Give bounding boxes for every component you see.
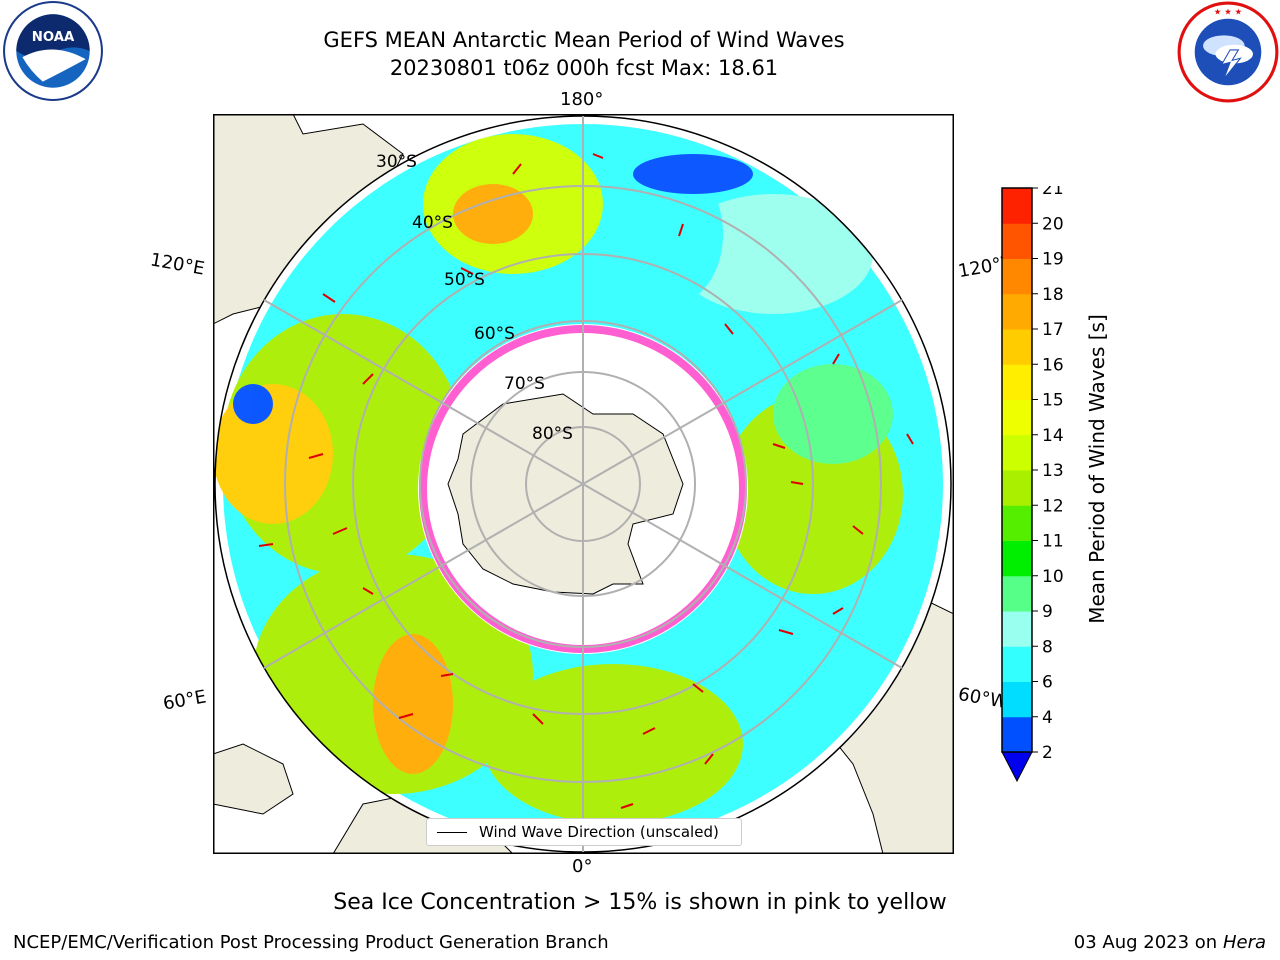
graticule bbox=[214, 115, 952, 853]
lat-label-70s: 70°S bbox=[504, 374, 545, 394]
legend-label: Wind Wave Direction (unscaled) bbox=[479, 823, 719, 841]
colorbar-tick-label: 17 bbox=[1042, 320, 1064, 340]
colorbar-tick-label: 19 bbox=[1042, 250, 1064, 270]
lat-label-50s: 50°S bbox=[444, 270, 485, 290]
colorbar-block bbox=[1002, 188, 1032, 224]
colorbar-tick-label: 16 bbox=[1042, 355, 1064, 375]
colorbar-block bbox=[1002, 540, 1032, 577]
legend-line-swatch bbox=[437, 832, 467, 833]
colorbar-block bbox=[1002, 716, 1032, 753]
map-subtitle: 20230801 t06z 000h fcst Max: 18.61 bbox=[389, 56, 779, 80]
colorbar-tick-label: 18 bbox=[1042, 285, 1064, 305]
colorbar-tick-label: 21 bbox=[1042, 186, 1064, 199]
colorbar-block bbox=[1002, 258, 1032, 295]
colorbar-tick-label: 14 bbox=[1042, 426, 1064, 446]
colorbar-tick-label: 15 bbox=[1042, 391, 1064, 411]
lon-label-top: 180° bbox=[560, 89, 604, 110]
map-title: GEFS MEAN Antarctic Mean Period of Wind … bbox=[323, 28, 845, 52]
footer-credit: NCEP/EMC/Verification Post Processing Pr… bbox=[13, 932, 609, 953]
colorbar-block bbox=[1002, 505, 1032, 541]
colorbar-tick-label: 8 bbox=[1042, 637, 1053, 657]
colorbar-block bbox=[1002, 293, 1032, 330]
colorbar: 2 4 6 8 9 10 11 12 13 14 15 16 17 18 19 20 21 Mean Perio… bbox=[1001, 186, 1109, 783]
noaa-logo: NOAA bbox=[3, 1, 103, 101]
colorbar-tick-label: 13 bbox=[1042, 461, 1064, 481]
svg-text:★ ★ ★: ★ ★ ★ bbox=[1214, 7, 1242, 17]
antarctic-map bbox=[213, 114, 954, 854]
colorbar-block bbox=[1002, 223, 1032, 259]
map-legend: Wind Wave Direction (unscaled) bbox=[426, 818, 742, 846]
colorbar-tick-label: 20 bbox=[1042, 214, 1064, 234]
nws-logo: ★ ★ ★ bbox=[1177, 1, 1279, 103]
lat-label-30s: 30°S bbox=[376, 152, 417, 172]
lat-label-60s: 60°S bbox=[474, 324, 515, 344]
colorbar-block bbox=[1002, 575, 1032, 612]
lat-label-80s: 80°S bbox=[532, 424, 573, 444]
colorbar-tick-label: 10 bbox=[1042, 567, 1064, 587]
colorbar-block bbox=[1002, 681, 1032, 718]
colorbar-extend-arrow bbox=[1001, 751, 1033, 783]
colorbar-tick-label: 9 bbox=[1042, 602, 1053, 622]
colorbar-block bbox=[1002, 434, 1032, 471]
footer-date: 03 Aug 2023 on Hera bbox=[1074, 932, 1266, 953]
lat-label-40s: 40°S bbox=[412, 213, 453, 233]
colorbar-tick-label: 4 bbox=[1042, 708, 1053, 728]
colorbar-tick-label: 12 bbox=[1042, 496, 1064, 516]
lon-label-lower-left: 60°E bbox=[161, 686, 208, 715]
colorbar-block bbox=[1002, 611, 1032, 647]
lon-label-upper-left: 120°E bbox=[148, 249, 207, 280]
sea-ice-note: Sea Ice Concentration > 15% is shown in … bbox=[333, 890, 947, 915]
colorbar-block bbox=[1002, 329, 1032, 365]
footer-host: Hera bbox=[1222, 932, 1266, 953]
colorbar-block bbox=[1002, 470, 1032, 506]
colorbar-label: Mean Period of Wind Waves [s] bbox=[1085, 314, 1109, 624]
footer-date-text: 03 Aug 2023 on bbox=[1073, 932, 1218, 953]
colorbar-tick-label: 11 bbox=[1042, 532, 1064, 552]
svg-text:NOAA: NOAA bbox=[32, 30, 75, 45]
wind-wave-arrows bbox=[258, 153, 914, 809]
colorbar-tick-label: 2 bbox=[1042, 743, 1053, 763]
colorbar-tick-label: 6 bbox=[1042, 673, 1053, 693]
lon-label-bottom: 0° bbox=[572, 856, 593, 877]
colorbar-block bbox=[1002, 399, 1032, 436]
colorbar-block bbox=[1002, 646, 1032, 682]
colorbar-block bbox=[1002, 364, 1032, 400]
